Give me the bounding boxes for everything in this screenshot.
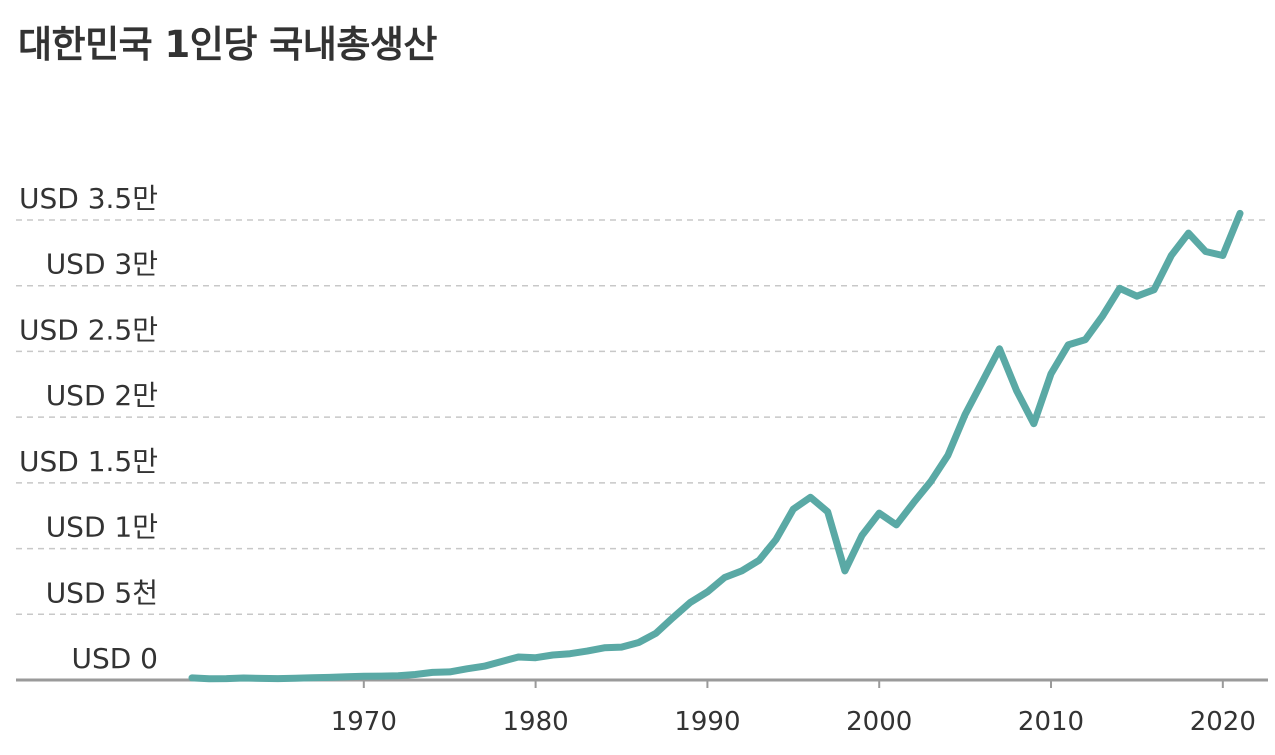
data-point xyxy=(1220,253,1226,259)
data-point xyxy=(808,494,814,500)
data-point xyxy=(1065,342,1071,348)
data-point xyxy=(997,346,1003,352)
data-point xyxy=(601,645,607,651)
data-point xyxy=(292,675,298,681)
data-point xyxy=(1134,293,1140,299)
x-tick-label: 2000 xyxy=(846,707,912,737)
data-point xyxy=(1168,253,1174,259)
y-tick-label: USD 1.5만 xyxy=(19,445,158,478)
data-point xyxy=(584,648,590,654)
data-point xyxy=(876,510,882,516)
data-point xyxy=(1151,287,1157,293)
data-point xyxy=(842,568,848,574)
data-point xyxy=(567,651,573,657)
x-tick-label: 1970 xyxy=(331,707,397,737)
data-point xyxy=(1117,285,1123,291)
data-point xyxy=(1203,249,1209,255)
data-point xyxy=(722,575,728,581)
series-layer xyxy=(188,209,1244,683)
data-point xyxy=(464,666,470,672)
data-point xyxy=(928,479,934,485)
data-point xyxy=(447,669,453,675)
data-point xyxy=(893,522,899,528)
data-point xyxy=(1014,388,1020,394)
data-point xyxy=(636,640,642,646)
data-point xyxy=(825,509,831,515)
data-point xyxy=(412,672,418,678)
data-point xyxy=(481,663,487,669)
data-point xyxy=(859,532,865,538)
data-point xyxy=(790,506,796,512)
data-point xyxy=(962,412,968,418)
chart-title: 대한민국 1인당 국내총생산 xyxy=(18,23,437,66)
data-point xyxy=(739,568,745,574)
data-point xyxy=(945,452,951,458)
data-point xyxy=(670,615,676,621)
y-tick-label: USD 3만 xyxy=(46,248,158,281)
y-tick-label: USD 5천 xyxy=(46,576,158,609)
data-point xyxy=(773,536,779,542)
data-point xyxy=(619,644,625,650)
data-point xyxy=(223,676,229,682)
data-point xyxy=(979,379,985,385)
data-point xyxy=(395,673,401,679)
data-point xyxy=(1031,421,1037,427)
data-point xyxy=(344,674,350,680)
data-point xyxy=(1100,313,1106,319)
x-tick-label: 2020 xyxy=(1190,707,1256,737)
data-point xyxy=(515,654,521,660)
data-point xyxy=(275,676,281,682)
series-line xyxy=(188,209,1244,683)
data-point xyxy=(430,669,436,675)
y-tick-label: USD 2.5만 xyxy=(19,313,158,346)
x-tick-label: 1990 xyxy=(674,707,740,737)
data-point xyxy=(258,675,264,681)
x-axis-tick-labels: 1970 1980 1990 2000 2010 2020 xyxy=(331,680,1256,737)
x-tick-label: 1980 xyxy=(503,707,569,737)
gridlines xyxy=(16,219,1268,616)
data-point xyxy=(189,675,195,681)
y-tick-label: USD 1만 xyxy=(46,511,158,544)
data-point xyxy=(378,673,384,679)
data-point xyxy=(241,675,247,681)
y-tick-label: USD 2만 xyxy=(46,379,158,412)
data-point xyxy=(1082,337,1088,343)
data-point xyxy=(1186,230,1192,236)
data-point xyxy=(206,676,212,682)
data-point xyxy=(1048,371,1054,377)
data-point xyxy=(1237,210,1243,216)
data-point xyxy=(309,675,315,681)
data-point xyxy=(326,674,332,680)
data-point xyxy=(756,557,762,563)
x-tick-label: 2010 xyxy=(1018,707,1084,737)
data-point xyxy=(550,652,556,658)
data-point xyxy=(653,630,659,636)
data-point xyxy=(361,673,367,679)
data-point xyxy=(498,659,504,665)
data-point xyxy=(704,589,710,595)
data-point xyxy=(533,655,539,661)
y-tick-label: USD 0 xyxy=(71,642,158,675)
data-point xyxy=(687,600,693,606)
data-point xyxy=(911,500,917,506)
y-axis-tick-labels: USD 0 USD 5천 USD 1만 USD 1.5만 USD 2만 USD 2.5만 U… xyxy=(19,182,158,675)
y-tick-label: USD 3.5만 xyxy=(19,182,158,215)
